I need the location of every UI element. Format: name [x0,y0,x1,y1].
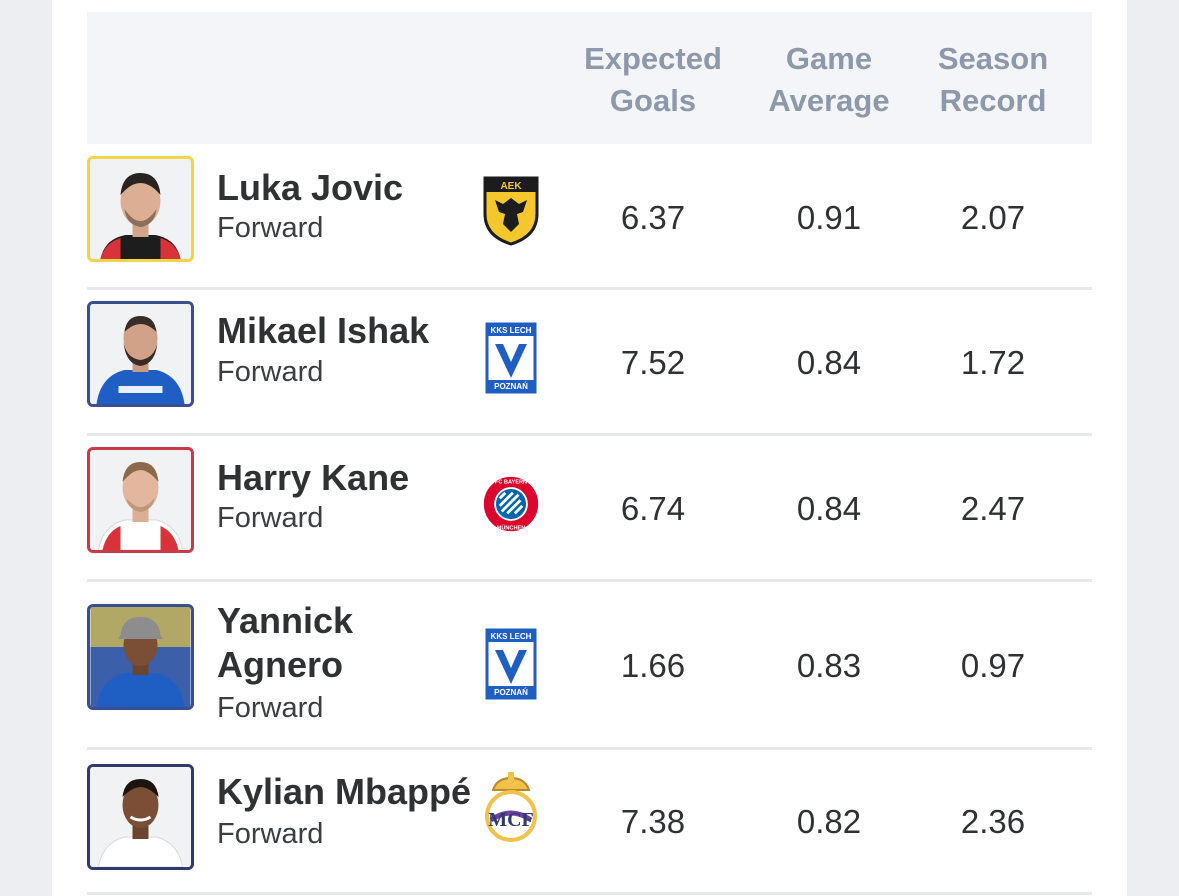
player-name[interactable]: Kylian Mbappé [217,771,472,812]
header-expected-goals[interactable]: Expected Goals [584,41,722,118]
table-row[interactable]: Luka Jovic Forward ΑΕΚ [87,144,1092,290]
svg-text:MCF: MCF [488,809,534,831]
svg-text:KKS LECH: KKS LECH [491,326,532,335]
player-name-line2[interactable]: Agnero [217,644,343,685]
player-position: Forward [217,212,324,244]
table-row[interactable]: Kylian Mbappé Forward MCF [87,750,1092,895]
aek-athens-crest-icon: ΑΕΚ [481,174,541,246]
stats-card [52,0,1127,896]
player-name[interactable]: Harry Kane [217,457,410,498]
player-position: Forward [217,692,324,724]
svg-text:KKS LECH: KKS LECH [491,632,532,641]
player-name[interactable]: Mikael Ishak [217,310,430,351]
player-avatar[interactable] [87,604,194,710]
player-position: Forward [217,356,324,388]
lech-poznan-crest-icon: KKS LECH POZNAŃ [485,628,537,700]
player-photo-icon [90,607,191,707]
player-photo-icon [90,159,191,259]
bayern-munchen-crest-icon: FC BAYERN MÜNCHEN [481,472,541,536]
table-row[interactable]: Mikael Ishak Forward KKS LECH POZNAŃ [87,290,1092,436]
player-avatar[interactable] [87,156,194,262]
player-avatar[interactable] [87,764,194,870]
player-avatar[interactable] [87,447,194,553]
player-name-line1[interactable]: Yannick [217,600,354,641]
header-season-record[interactable]: Season Record [937,41,1049,118]
player-photo-icon [90,304,191,404]
player-photo-icon [90,767,191,867]
table-row[interactable]: Yannick Agnero Forward KKS LECH POZNAŃ [87,582,1092,750]
svg-text:FC BAYERN: FC BAYERN [495,479,527,485]
lech-poznan-crest-icon: KKS LECH POZNAŃ [485,322,537,394]
svg-text:ΑΕΚ: ΑΕΚ [500,181,522,192]
svg-text:MÜNCHEN: MÜNCHEN [497,524,526,531]
player-photo-icon [90,450,191,550]
player-name[interactable]: Luka Jovic [217,167,404,208]
table-header: Expected Goals Game Average Season Recor… [87,12,1092,144]
player-avatar[interactable] [87,301,194,407]
player-position: Forward [217,818,324,850]
header-game-average[interactable]: Game Average [768,41,890,118]
player-position: Forward [217,502,324,534]
real-madrid-crest-icon: MCF [483,770,539,844]
svg-text:POZNAŃ: POZNAŃ [494,382,528,391]
table-row[interactable]: Harry Kane Forward FC BAYERN MÜNCHEN [87,436,1092,582]
player-stats-table: Expected Goals Game Average Season Recor… [87,12,1092,895]
svg-text:POZNAŃ: POZNAŃ [494,688,528,697]
